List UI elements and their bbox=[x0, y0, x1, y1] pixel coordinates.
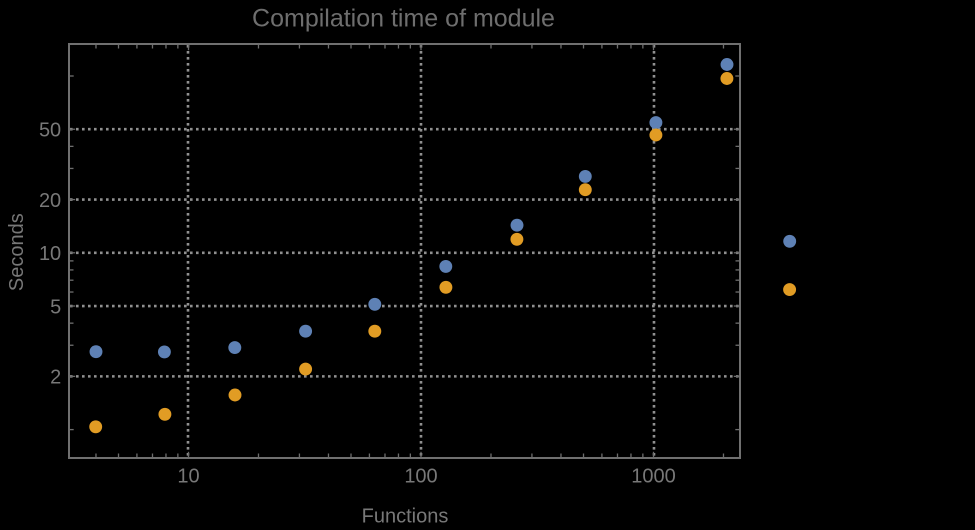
svg-text:10: 10 bbox=[177, 465, 199, 487]
svg-text:2: 2 bbox=[50, 367, 61, 389]
svg-text:Functions: Functions bbox=[362, 506, 449, 525]
svg-text:Seconds: Seconds bbox=[6, 213, 28, 291]
svg-text:10: 10 bbox=[39, 243, 61, 265]
svg-text:Compilation time of module: Compilation time of module bbox=[252, 5, 555, 33]
svg-text:50: 50 bbox=[39, 120, 61, 142]
svg-text:20: 20 bbox=[39, 190, 61, 212]
svg-text:5: 5 bbox=[50, 296, 61, 318]
svg-text:100: 100 bbox=[404, 465, 437, 487]
svg-text:1000: 1000 bbox=[631, 465, 676, 487]
